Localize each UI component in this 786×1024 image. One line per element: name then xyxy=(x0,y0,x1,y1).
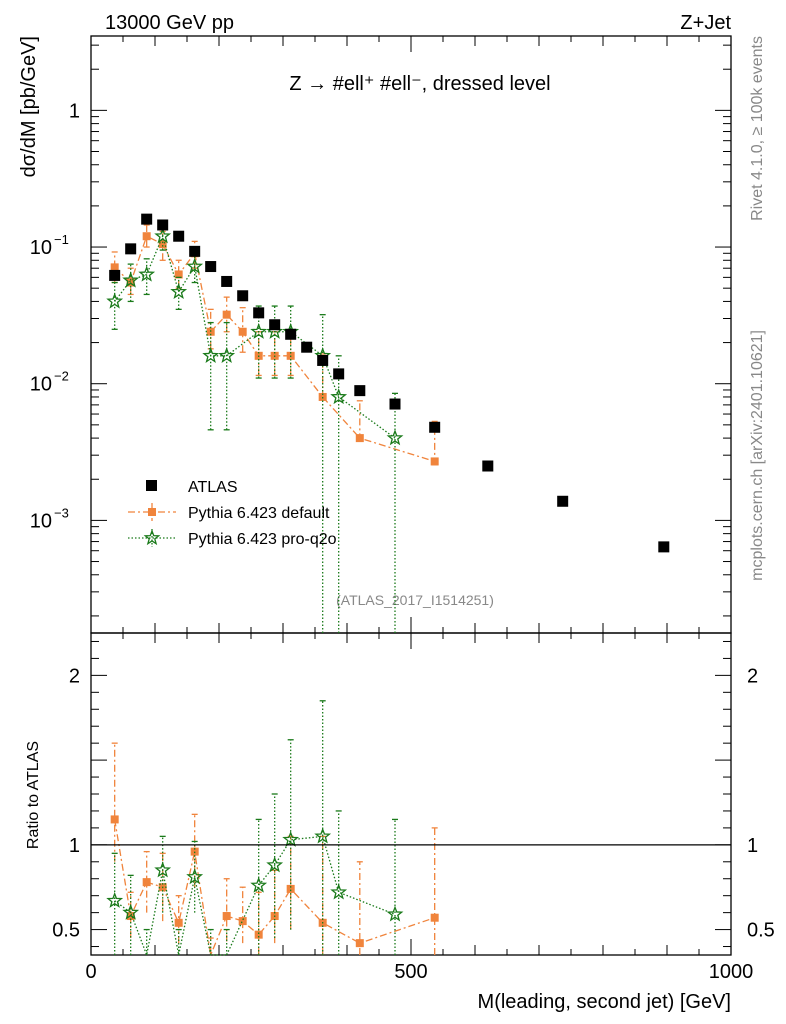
data-point-atlas xyxy=(189,245,201,257)
plot-title: Z → #ell⁺ #ell⁻, dressed level xyxy=(289,73,550,95)
data-point-default xyxy=(142,232,151,241)
ratio-point-default xyxy=(254,930,263,939)
ratio-point-default xyxy=(190,847,199,856)
data-point-atlas xyxy=(482,460,494,472)
data-point-atlas xyxy=(301,341,313,353)
data-point-atlas xyxy=(253,307,265,319)
data-point-proq2o xyxy=(170,282,188,300)
data-point-default xyxy=(158,240,167,249)
header-left: 13000 GeV pp xyxy=(105,12,234,34)
header-right: Z+Jet xyxy=(680,12,731,34)
data-point-proq2o xyxy=(250,322,268,339)
ratio-point-proq2o xyxy=(122,903,140,920)
y-tick-label: 10 xyxy=(30,237,52,259)
ratio-tick-label-left: 1 xyxy=(69,835,80,857)
legend-marker-atlas xyxy=(146,480,157,491)
data-point-atlas xyxy=(333,368,345,380)
legend-marker-default xyxy=(148,508,156,516)
ratio-tick-label-left: 2 xyxy=(69,665,80,687)
data-point-atlas xyxy=(157,219,169,231)
data-point-default xyxy=(238,327,247,336)
data-point-atlas xyxy=(658,541,670,553)
y-axis-label: dσ/dM [pb/GeV] xyxy=(18,36,40,177)
side-text-mcplots: mcplots.cern.ch [arXiv:2401.10621] xyxy=(749,330,766,581)
data-point-atlas xyxy=(429,421,441,433)
legend-label-default: Pythia 6.423 default xyxy=(188,505,330,522)
data-point-atlas xyxy=(125,243,137,255)
legend-label-proq2o: Pythia 6.423 pro-q2o xyxy=(188,531,337,548)
y-tick-label-exponent: −1 xyxy=(54,232,69,247)
ratio-point-proq2o xyxy=(330,883,348,900)
ratio-point-default xyxy=(286,884,295,893)
data-point-proq2o xyxy=(154,227,172,244)
ratio-point-default xyxy=(142,878,151,887)
data-point-atlas xyxy=(109,269,121,281)
legend-label-atlas: ATLAS xyxy=(188,479,238,496)
data-point-proq2o xyxy=(330,388,348,405)
x-axis-label: M(leading, second jet) [GeV] xyxy=(478,991,731,1013)
y-tick-label-exponent: −3 xyxy=(54,505,69,520)
ratio-point-default xyxy=(174,918,183,927)
data-point-proq2o xyxy=(106,292,124,309)
data-point-atlas xyxy=(317,354,329,366)
data-point-atlas xyxy=(285,328,297,340)
ratio-point-proq2o xyxy=(314,827,332,844)
series-line-proq2o xyxy=(114,234,396,439)
data-point-default xyxy=(355,434,364,443)
data-point-default xyxy=(174,270,183,279)
x-tick-label: 0 xyxy=(85,961,96,983)
ratio-point-default xyxy=(222,912,231,921)
ratio-point-default xyxy=(355,939,364,948)
ratio-point-proq2o xyxy=(106,891,124,908)
data-point-proq2o xyxy=(186,257,204,274)
data-point-proq2o xyxy=(202,346,220,363)
data-point-atlas xyxy=(141,213,153,225)
ratio-point-default xyxy=(238,917,247,926)
data-point-default xyxy=(222,310,231,319)
series-line-default xyxy=(114,235,435,463)
x-tick-label: 1000 xyxy=(709,961,754,983)
ratio-tick-label-right: 0.5 xyxy=(747,920,775,942)
data-point-atlas xyxy=(205,261,217,273)
ratio-tick-label-right: 2 xyxy=(747,665,758,687)
data-point-atlas xyxy=(557,495,569,507)
ratio-point-proq2o xyxy=(282,830,300,847)
data-point-proq2o xyxy=(218,346,236,363)
data-point-default xyxy=(430,457,439,466)
analysis-watermark: (ATLAS_2017_I1514251) xyxy=(336,592,494,608)
ratio-point-proq2o xyxy=(250,876,268,893)
ratio-y-axis-label: Ratio to ATLAS xyxy=(25,741,42,849)
y-tick-label: 10 xyxy=(30,510,52,532)
ratio-point-proq2o xyxy=(266,856,284,873)
side-text-rivet: Rivet 4.1.0, ≥ 100k events xyxy=(749,36,766,221)
y-tick-label: 1 xyxy=(69,100,80,122)
ratio-point-proq2o xyxy=(186,868,204,885)
x-tick-label: 500 xyxy=(394,961,427,983)
data-point-atlas xyxy=(389,398,401,410)
data-point-atlas xyxy=(354,385,366,397)
ratio-tick-label-left: 0.5 xyxy=(52,920,80,942)
data-point-atlas xyxy=(237,290,249,302)
y-tick-label: 10 xyxy=(30,374,52,396)
ratio-tick-label-right: 1 xyxy=(747,835,758,857)
ratio-point-proq2o xyxy=(154,861,172,878)
ratio-point-default xyxy=(430,913,439,922)
data-point-proq2o xyxy=(138,265,156,282)
data-point-default xyxy=(110,263,119,272)
data-point-proq2o xyxy=(386,429,404,446)
data-point-default xyxy=(318,392,327,401)
legend-marker-proq2o xyxy=(143,529,161,546)
y-tick-label-exponent: −2 xyxy=(54,369,69,384)
data-point-atlas xyxy=(269,319,281,331)
data-point-proq2o xyxy=(122,271,140,288)
data-point-atlas xyxy=(221,275,233,287)
legend: ATLAS Pythia 6.423 default Pythia 6.423 … xyxy=(128,479,337,548)
data-point-atlas xyxy=(173,230,185,242)
ratio-point-default xyxy=(110,815,119,824)
ratio-point-proq2o xyxy=(386,905,404,922)
